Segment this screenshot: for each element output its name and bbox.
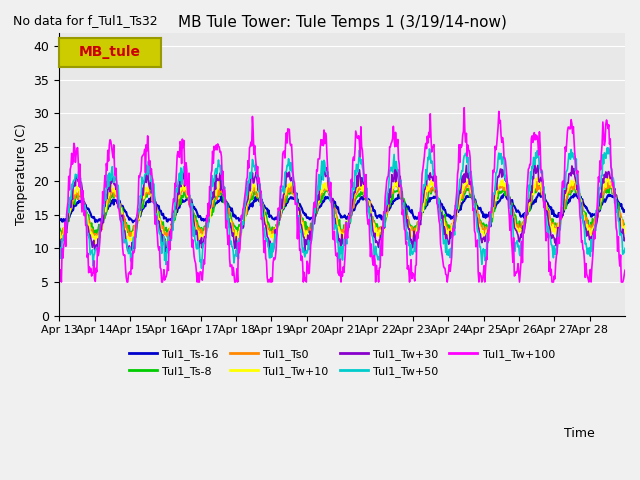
Tul1_Tw+10	[55, 232, 63, 238]
Tul1_Tw+30	[531, 159, 538, 165]
Tul1_Tw+100	[58, 279, 65, 285]
Tul1_Ts0	[255, 191, 262, 196]
Tul1_Tw+30	[55, 245, 63, 251]
Tul1_Tw+50	[122, 238, 129, 244]
Tul1_Tw+50	[433, 187, 441, 193]
Tul1_Tw+10	[227, 217, 234, 223]
Tul1_Ts-16	[122, 209, 129, 215]
Tul1_Tw+10	[276, 216, 284, 222]
Tul1_Ts0	[122, 222, 130, 228]
Tul1_Ts-16	[227, 205, 234, 211]
Tul1_Tw+100	[122, 275, 130, 280]
Tul1_Tw+10	[605, 174, 612, 180]
Tul1_Ts-8	[254, 195, 262, 201]
Tul1_Tw+30	[337, 251, 345, 256]
Tul1_Tw+30	[226, 225, 234, 230]
Line: Tul1_Ts-8: Tul1_Ts-8	[59, 184, 625, 237]
Tul1_Ts-16	[621, 207, 629, 213]
Tul1_Ts-8	[55, 231, 63, 237]
Tul1_Ts0	[227, 216, 234, 222]
Line: Tul1_Tw+50: Tul1_Tw+50	[59, 148, 625, 268]
Tul1_Ts-8	[570, 181, 578, 187]
Tul1_Tw+100	[55, 268, 63, 274]
Tul1_Ts0	[401, 206, 409, 212]
Tul1_Tw+50	[621, 245, 629, 251]
Tul1_Ts-8	[401, 206, 409, 212]
Tul1_Tw+50	[604, 145, 611, 151]
Tul1_Tw+10	[433, 191, 441, 196]
Tul1_Tw+50	[276, 207, 284, 213]
Line: Tul1_Tw+10: Tul1_Tw+10	[59, 177, 625, 243]
Tul1_Tw+30	[433, 188, 441, 194]
Tul1_Ts0	[276, 213, 284, 218]
Tul1_Ts-16	[538, 190, 545, 195]
Line: Tul1_Ts0: Tul1_Ts0	[59, 181, 625, 243]
Tul1_Tw+30	[621, 236, 629, 241]
Tul1_Ts-16	[255, 194, 262, 200]
Title: MB Tule Tower: Tule Temps 1 (3/19/14-now): MB Tule Tower: Tule Temps 1 (3/19/14-now…	[178, 15, 506, 30]
Tul1_Ts-8	[122, 221, 129, 227]
Tul1_Ts0	[534, 178, 542, 184]
Tul1_Ts-16	[129, 219, 137, 225]
Tul1_Tw+100	[621, 267, 629, 273]
Line: Tul1_Tw+100: Tul1_Tw+100	[59, 108, 625, 282]
Tul1_Ts0	[433, 194, 441, 200]
Tul1_Ts-8	[433, 193, 441, 199]
Tul1_Tw+50	[55, 255, 63, 261]
Legend: Tul1_Ts-16, Tul1_Ts-8, Tul1_Ts0, Tul1_Tw+10, Tul1_Tw+30, Tul1_Tw+50, Tul1_Tw+100: Tul1_Ts-16, Tul1_Ts-8, Tul1_Ts0, Tul1_Tw…	[125, 345, 559, 381]
Tul1_Tw+100	[433, 201, 441, 206]
Tul1_Tw+10	[401, 212, 409, 218]
Line: Tul1_Tw+30: Tul1_Tw+30	[59, 162, 625, 253]
Tul1_Tw+100	[276, 204, 284, 210]
Tul1_Ts-16	[276, 212, 284, 217]
Tul1_Ts0	[58, 240, 65, 246]
Tul1_Ts-8	[621, 226, 629, 232]
Tul1_Tw+100	[460, 105, 468, 110]
Tul1_Tw+10	[92, 240, 99, 246]
Tul1_Ts0	[55, 231, 63, 237]
Tul1_Ts-8	[226, 210, 234, 216]
Tul1_Ts-8	[271, 234, 279, 240]
Tul1_Tw+100	[255, 180, 262, 186]
Tul1_Tw+100	[227, 264, 234, 269]
Tul1_Tw+10	[621, 223, 629, 229]
Text: No data for f_Tul1_Ts32: No data for f_Tul1_Ts32	[13, 14, 157, 27]
Tul1_Ts-16	[55, 216, 63, 222]
Tul1_Tw+50	[255, 173, 262, 179]
Tul1_Tw+30	[401, 204, 409, 210]
Y-axis label: Temperature (C): Temperature (C)	[15, 123, 28, 225]
Tul1_Tw+50	[198, 265, 205, 271]
Tul1_Tw+10	[255, 182, 262, 188]
Tul1_Tw+50	[401, 218, 409, 224]
Tul1_Tw+10	[122, 233, 130, 239]
Text: Time: Time	[564, 427, 595, 440]
Tul1_Ts0	[621, 223, 629, 228]
Tul1_Tw+100	[401, 228, 409, 233]
Tul1_Tw+30	[275, 217, 283, 223]
Tul1_Tw+50	[227, 241, 234, 247]
Tul1_Ts-8	[276, 213, 284, 218]
Tul1_Ts-16	[401, 201, 409, 207]
Tul1_Tw+30	[254, 182, 262, 188]
Tul1_Tw+30	[122, 235, 129, 241]
Line: Tul1_Ts-16: Tul1_Ts-16	[59, 192, 625, 222]
Tul1_Ts-16	[433, 195, 441, 201]
